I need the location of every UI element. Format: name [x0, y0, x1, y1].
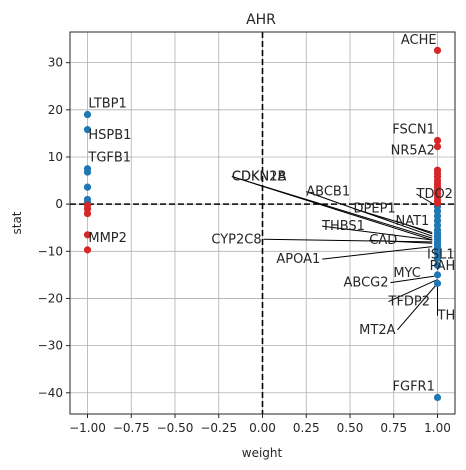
- annotation-leader-line: [397, 283, 438, 331]
- point-label: THBS1: [321, 219, 365, 234]
- annotation-leader-line: [263, 238, 433, 243]
- x-axis-label: weight: [242, 446, 283, 460]
- x-tick-label: 0.25: [293, 421, 320, 435]
- y-tick-label: 20: [48, 103, 63, 117]
- annotation-leader-line: [322, 246, 433, 260]
- y-tick-label: 0: [55, 197, 63, 211]
- annotation-leader-line: [231, 176, 433, 241]
- axis-ticks: −1.00 −0.75 −0.50 −0.25 0.00 0.25 0.50 0.75 1.00…: [38, 56, 451, 435]
- x-tick-label: −0.25: [200, 421, 237, 435]
- y-tick-label: 30: [48, 56, 63, 70]
- annotation-leader-line: [390, 275, 435, 284]
- point-label: NAT1: [396, 214, 430, 229]
- data-point: [433, 46, 442, 54]
- data-point: [433, 254, 442, 262]
- point-label: CDKN1A: [232, 170, 287, 185]
- point-label: CYP2C8: [211, 232, 261, 247]
- point-label: MYC: [393, 266, 421, 281]
- point-label: TFDP2: [388, 295, 431, 310]
- chart-title: AHR: [246, 12, 276, 28]
- data-point: [83, 110, 92, 119]
- annotation-leader-line: [353, 208, 433, 233]
- y-tick-label: −40: [38, 386, 63, 400]
- x-tick-label: 1.00: [424, 421, 451, 435]
- data-point: [433, 199, 442, 207]
- point-label: ACHE: [401, 33, 437, 48]
- point-label: CAD: [369, 233, 397, 248]
- point-label: LTBP1: [88, 96, 126, 111]
- point-label: ABCG2: [343, 276, 388, 291]
- point-labels: LTBP1HSPB1TGFB1MMP2ACHEFSCN1NR5A2CDKN1AC…: [87, 33, 455, 395]
- x-tick-label: 0.50: [337, 421, 364, 435]
- point-label: ISL1: [427, 247, 455, 262]
- data-point: [433, 261, 442, 270]
- annotation-leader-line: [321, 225, 433, 241]
- x-tick-label: 0.75: [380, 421, 407, 435]
- data-point: [83, 168, 92, 176]
- y-tick-label: −20: [38, 291, 63, 305]
- data-point: [83, 209, 92, 218]
- point-label: FSCN1: [392, 122, 435, 137]
- data-point: [433, 271, 442, 279]
- data-point: [433, 143, 442, 151]
- data-point: [83, 246, 92, 254]
- data-points: [83, 46, 442, 402]
- point-label: APOA1: [276, 252, 320, 267]
- data-point: [83, 126, 92, 134]
- point-label: TGFB1: [87, 151, 131, 166]
- data-point: [83, 183, 92, 191]
- point-label: DPEP1: [354, 202, 396, 217]
- data-point: [83, 231, 92, 239]
- point-label: FGFR1: [393, 379, 435, 394]
- annotation-leaders: [231, 176, 438, 331]
- point-label: TH: [437, 309, 456, 324]
- y-tick-label: −30: [38, 339, 63, 353]
- y-tick-label: 10: [48, 150, 63, 164]
- data-point: [433, 136, 442, 145]
- annotation-leader-line: [306, 191, 433, 237]
- x-tick-label: −0.50: [157, 421, 194, 435]
- y-axis-label: stat: [10, 211, 24, 234]
- annotation-leader-line: [388, 279, 438, 302]
- point-label: PAH: [430, 259, 456, 274]
- point-label: TDO2: [416, 187, 453, 202]
- annotation-leader-line: [416, 193, 438, 207]
- point-label: MT2A: [359, 323, 395, 338]
- data-point: [433, 393, 442, 402]
- x-tick-label: −0.75: [113, 421, 150, 435]
- annotation-leader-line: [395, 220, 433, 235]
- x-tick-label: 0.00: [249, 421, 276, 435]
- point-label: MMP2: [88, 231, 127, 246]
- reference-lines: [70, 32, 455, 414]
- point-label: HSPB1: [88, 128, 131, 143]
- point-label: CDKN2B: [232, 170, 287, 185]
- point-label: NR5A2: [391, 144, 435, 159]
- point-label: ABCB1: [306, 185, 350, 200]
- x-tick-label: −1.00: [69, 421, 106, 435]
- data-point: [433, 279, 442, 287]
- y-tick-label: −10: [38, 244, 63, 258]
